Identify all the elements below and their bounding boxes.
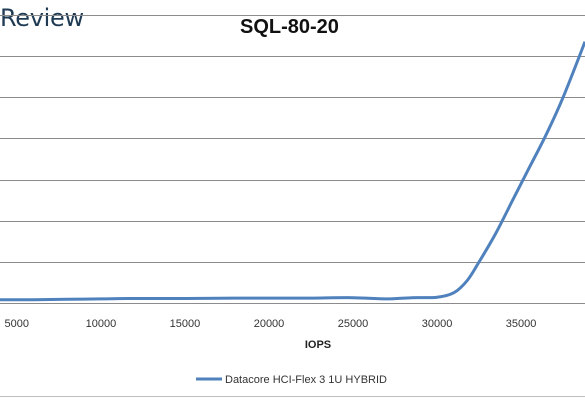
x-axis-title: IOPS xyxy=(305,339,331,351)
x-tick-label: 30000 xyxy=(422,318,453,330)
gridlines xyxy=(0,15,585,304)
legend-label: Datacore HCI-Flex 3 1U HYBRID xyxy=(225,374,387,386)
x-tick-labels: 5000 10000 15000 20000 25000 30000 35000 xyxy=(5,318,537,330)
x-tick-label: 10000 xyxy=(86,318,117,330)
x-tick-label: 25000 xyxy=(338,318,369,330)
series-lines xyxy=(0,41,585,302)
x-tick-label: 20000 xyxy=(254,318,285,330)
brand-logo-text: Review xyxy=(0,4,84,32)
chart-title: SQL-80-20 xyxy=(240,16,339,38)
x-tick-label: 15000 xyxy=(170,318,201,330)
x-tick-label: 35000 xyxy=(506,318,537,330)
legend: Datacore HCI-Flex 3 1U HYBRID xyxy=(196,374,387,386)
x-tick-label: 5000 xyxy=(5,318,29,330)
series-line xyxy=(0,41,585,302)
